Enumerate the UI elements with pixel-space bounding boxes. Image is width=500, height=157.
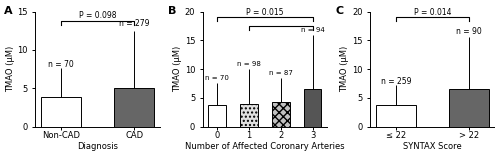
X-axis label: Number of Affected Coronary Arteries: Number of Affected Coronary Arteries — [185, 142, 345, 152]
Bar — [272, 102, 289, 127]
Text: n = 259: n = 259 — [380, 77, 411, 86]
Bar — [114, 88, 154, 127]
Text: n = 98: n = 98 — [237, 61, 261, 67]
Y-axis label: TMAO (μM): TMAO (μM) — [340, 46, 349, 92]
Text: n = 70: n = 70 — [48, 60, 74, 69]
Text: P = 0.015: P = 0.015 — [246, 8, 284, 17]
Bar — [376, 105, 416, 127]
Text: n = 279: n = 279 — [119, 19, 150, 28]
X-axis label: Diagnosis: Diagnosis — [77, 142, 118, 152]
X-axis label: SYNTAX Score: SYNTAX Score — [403, 142, 462, 152]
Bar — [448, 89, 489, 127]
Text: C: C — [336, 6, 344, 16]
Text: P = 0.014: P = 0.014 — [414, 8, 451, 17]
Bar — [240, 103, 258, 127]
Text: B: B — [168, 6, 176, 16]
Bar — [304, 89, 322, 127]
Text: n = 94: n = 94 — [301, 27, 324, 33]
Bar — [208, 105, 226, 127]
Bar — [41, 97, 81, 127]
Text: n = 90: n = 90 — [456, 27, 481, 36]
Text: n = 70: n = 70 — [206, 75, 229, 81]
Text: n = 87: n = 87 — [269, 70, 293, 76]
Text: A: A — [4, 6, 13, 16]
Text: P = 0.098: P = 0.098 — [79, 11, 116, 20]
Y-axis label: TMAO (μM): TMAO (μM) — [6, 46, 15, 92]
Y-axis label: TMAO (μM): TMAO (μM) — [173, 46, 182, 92]
